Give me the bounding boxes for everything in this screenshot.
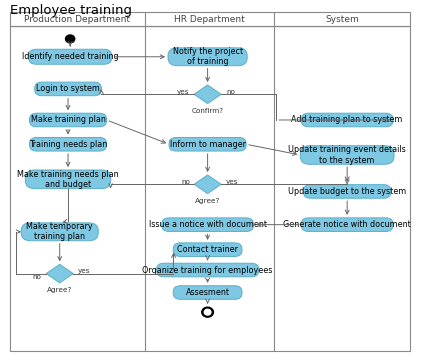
Text: yes: yes xyxy=(176,89,189,95)
Circle shape xyxy=(204,309,210,315)
Polygon shape xyxy=(193,85,221,104)
Circle shape xyxy=(201,307,213,317)
Bar xyxy=(10,12,409,26)
FancyBboxPatch shape xyxy=(168,48,247,66)
Text: System: System xyxy=(324,15,358,24)
FancyBboxPatch shape xyxy=(29,113,106,127)
FancyBboxPatch shape xyxy=(173,243,242,256)
Text: Make training needs plan
and budget: Make training needs plan and budget xyxy=(17,170,118,189)
Text: no: no xyxy=(226,90,234,95)
Polygon shape xyxy=(46,264,73,283)
FancyBboxPatch shape xyxy=(25,170,110,189)
Text: Notify the project
of training: Notify the project of training xyxy=(172,47,242,67)
Text: Agree?: Agree? xyxy=(47,287,72,293)
Text: Identify needed training: Identify needed training xyxy=(22,52,118,61)
Text: Training needs plan: Training needs plan xyxy=(29,140,107,149)
Text: Make temporary
training plan: Make temporary training plan xyxy=(26,222,93,242)
Text: yes: yes xyxy=(225,179,237,185)
Text: yes: yes xyxy=(78,269,91,274)
FancyBboxPatch shape xyxy=(173,286,242,299)
Text: Organize training for employees: Organize training for employees xyxy=(142,266,272,275)
FancyBboxPatch shape xyxy=(156,263,258,277)
Text: Inform to manager: Inform to manager xyxy=(169,140,245,149)
Text: Generate notice with document: Generate notice with document xyxy=(282,220,410,229)
FancyBboxPatch shape xyxy=(301,113,392,127)
FancyBboxPatch shape xyxy=(161,218,253,231)
FancyBboxPatch shape xyxy=(301,218,392,231)
Text: Production Department: Production Department xyxy=(24,15,130,24)
FancyBboxPatch shape xyxy=(35,82,101,96)
Text: Contact trainer: Contact trainer xyxy=(177,245,238,254)
Text: Add training plan to system: Add training plan to system xyxy=(291,116,402,125)
Text: Issue a notice with document: Issue a notice with document xyxy=(148,220,266,229)
Circle shape xyxy=(66,35,75,43)
Text: HR Department: HR Department xyxy=(174,15,245,24)
FancyBboxPatch shape xyxy=(299,146,393,164)
FancyBboxPatch shape xyxy=(29,49,112,64)
Text: Update training event details
to the system: Update training event details to the sys… xyxy=(288,145,405,165)
Text: Employee training: Employee training xyxy=(10,4,131,17)
Text: Make training plan: Make training plan xyxy=(31,116,105,125)
Text: Assesment: Assesment xyxy=(185,288,229,297)
FancyBboxPatch shape xyxy=(29,138,106,151)
FancyBboxPatch shape xyxy=(169,138,245,151)
FancyBboxPatch shape xyxy=(21,223,98,241)
FancyBboxPatch shape xyxy=(303,185,390,198)
Text: Confirm?: Confirm? xyxy=(191,108,223,114)
Text: no: no xyxy=(32,274,41,280)
Polygon shape xyxy=(193,175,221,194)
Text: Update budget to the system: Update budget to the system xyxy=(288,187,406,196)
Text: no: no xyxy=(181,179,190,185)
Text: Agree?: Agree? xyxy=(194,198,220,204)
Text: Login to system: Login to system xyxy=(36,84,100,93)
